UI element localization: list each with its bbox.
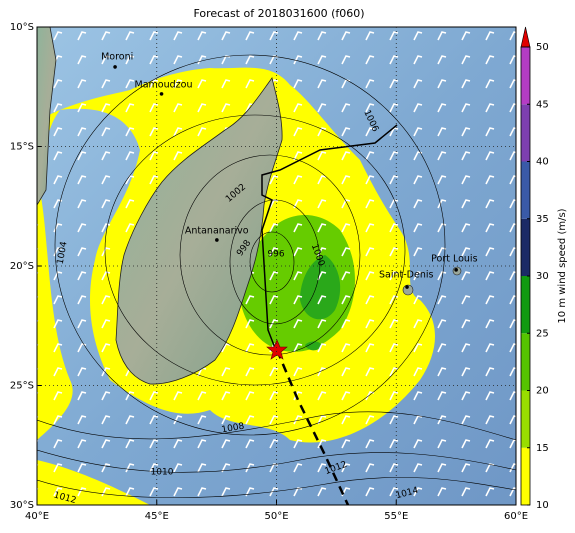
colorbar-segment xyxy=(521,161,530,219)
isobar-label: 996 xyxy=(267,250,284,260)
colorbar-tick-label: 10 xyxy=(536,500,549,511)
city-label: Moroni xyxy=(101,51,133,62)
colorbar-tick-label: 40 xyxy=(536,157,549,168)
isobars xyxy=(37,54,516,498)
colorbar-segment xyxy=(521,447,530,505)
colorbar-tick-label: 25 xyxy=(536,328,549,339)
colorbar-tick-label: 45 xyxy=(536,99,549,110)
isobar-label: 1008 xyxy=(221,422,246,436)
track-forecast xyxy=(275,349,350,505)
y-tick-label: 15°S xyxy=(10,142,34,153)
colorbar-tick-label: 20 xyxy=(536,386,549,397)
city-marker xyxy=(113,65,117,69)
city-marker xyxy=(405,285,409,289)
map-title: Forecast of 2018031600 (f060) xyxy=(193,7,364,20)
x-tick-label: 40°E xyxy=(25,511,49,522)
colorbar-segment xyxy=(521,390,530,448)
colorbar-tick-label: 35 xyxy=(536,214,549,225)
colorbar-segment xyxy=(521,104,530,162)
city-marker xyxy=(159,92,164,96)
colorbar-segment xyxy=(521,47,530,105)
colorbar-tick-label: 15 xyxy=(536,443,549,454)
x-tick-label: 55°E xyxy=(384,511,408,522)
storm-position xyxy=(266,339,288,360)
africa xyxy=(37,27,57,206)
city-label: Saint-Denis xyxy=(379,270,433,281)
colorbar-segment xyxy=(521,333,530,391)
colorbar-label: 10 m wind speed (m/s) xyxy=(557,208,568,323)
map-area xyxy=(37,27,516,505)
city-marker xyxy=(454,268,458,272)
city-marker xyxy=(215,238,219,242)
city-label: Antananarivo xyxy=(185,225,249,236)
track-past xyxy=(261,124,398,349)
city-label: Mamoudzou xyxy=(135,79,193,90)
x-tick-label: 50°E xyxy=(264,511,288,522)
y-tick-label: 30°S xyxy=(10,500,34,511)
madagascar xyxy=(115,77,283,385)
x-tick-label: 45°E xyxy=(145,511,169,522)
y-tick-label: 10°S xyxy=(10,22,34,33)
colorbar-segment xyxy=(521,218,530,276)
colorbar-tick-label: 30 xyxy=(536,271,549,282)
colorbar-extension xyxy=(520,26,531,48)
city-label: Port Louis xyxy=(431,253,477,264)
x-tick-label: 60°E xyxy=(504,511,528,522)
y-tick-label: 25°S xyxy=(10,381,34,392)
isobar-label: 1004 xyxy=(56,241,70,266)
y-tick-label: 20°S xyxy=(10,261,34,272)
colorbar-segment xyxy=(521,276,530,334)
isobar-label: 1010 xyxy=(151,468,174,478)
colorbar-tick-label: 50 xyxy=(536,42,549,53)
